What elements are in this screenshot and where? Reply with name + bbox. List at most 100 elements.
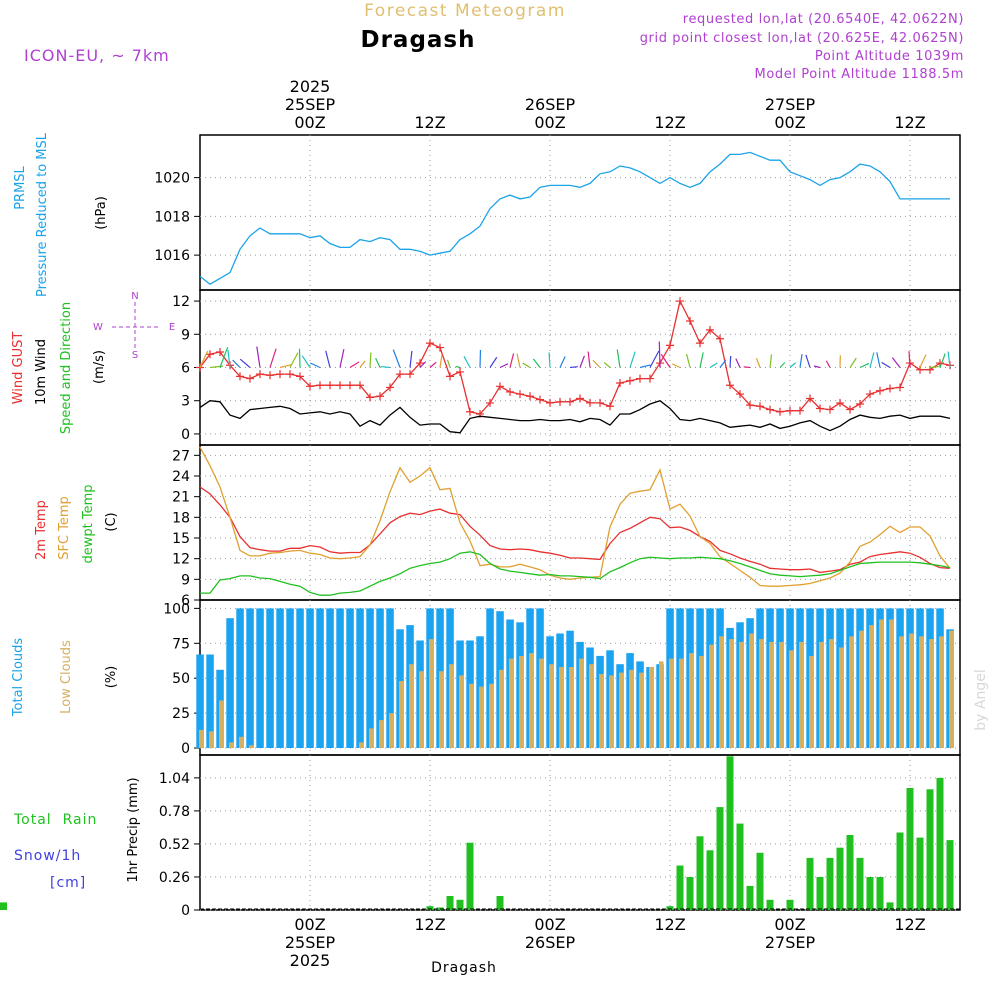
clouds-bar-low-clouds [919,636,924,748]
gust-point [396,370,404,379]
gust-point [556,397,564,406]
temp-label-2m: 2m Temp [34,500,49,560]
gust-point [456,367,464,376]
clouds-bar-total-clouds [336,608,344,748]
wind-arrow [279,364,292,369]
wind-arrow [310,362,321,369]
precip-bar-total-rain [706,850,714,910]
wind-arrow [947,351,951,368]
pressure-ytick-label: 1020 [154,171,190,187]
wind-arrow [639,364,651,369]
wind-arrow [325,350,331,368]
wind-arrow [699,352,704,368]
precip-bar-total-rain [746,885,754,910]
clouds-bar-low-clouds [209,731,214,749]
wind-arrow [516,353,521,368]
gust-point [326,381,334,390]
clouds-bar-total-clouds [196,654,204,749]
gust-point [366,393,374,402]
precip-label-snow: Snow/1h [14,848,81,864]
wind-arrow [908,351,911,368]
wind-arrow [869,352,875,368]
precip-bar-total-rain [926,789,934,910]
clouds-bar-total-clouds [226,618,234,749]
clouds-bar-total-clouds [236,608,244,748]
clouds-bar-low-clouds [249,745,254,748]
clouds-bar-low-clouds [749,633,754,748]
clouds-bar-low-clouds [629,669,634,748]
clouds-bar-low-clouds [809,655,814,749]
wind-arrow [256,346,261,368]
wind-arrow [509,353,515,368]
wind-arrow [199,350,209,368]
clouds-bar-total-clouds [486,608,494,748]
clouds-bar-low-clouds [539,658,544,748]
gust-point [846,405,854,414]
wind-label-direction: Speed and Direction [59,302,74,434]
bottom-date-label: 26SEP [525,933,576,952]
clouds-panel-labels: Total Clouds Low Clouds (%) [11,638,119,718]
clouds-bar-low-clouds [669,658,674,748]
wind-arrow [359,360,366,368]
gust-point [546,398,554,407]
precip-bar-total-rain [686,877,694,910]
wind-arrow [339,348,345,368]
gust-point [506,387,514,396]
bottom-hour-label: 12Z [654,915,685,934]
wind-arrow [876,352,881,368]
clouds-bar-total-clouds [316,608,324,748]
gust-point [486,398,494,407]
wind-arrow [239,358,251,368]
wind-arrow [672,363,681,369]
temp-ytick-label: 27 [172,448,190,464]
temp-unit: (C) [104,512,119,531]
temp-series-dewpt-temp [200,551,951,596]
precip-bar-total-rain [916,837,924,910]
wind-arrow [929,365,939,369]
pressure-ytick-label: 1018 [154,209,190,225]
clouds-bar-low-clouds [469,683,474,748]
clouds-bar-low-clouds [829,639,834,748]
compass-s: S [132,350,138,361]
wind-arrow [219,347,229,368]
clouds-bar-low-clouds [489,683,494,748]
temp-panel: 6 9 12 15 18 21 24 27 [172,444,961,609]
gust-point [586,398,594,407]
wind-panel: 0 3 6 9 12 [172,290,961,446]
wind-arrow [439,354,443,368]
precip-bar-total-rain [0,902,7,910]
clouds-bar-total-clouds [366,608,374,748]
precip-bar-total-rain [886,902,894,910]
precip-bar-total-rain [456,899,464,910]
gust-point [736,390,744,399]
clouds-bar-low-clouds [519,655,524,749]
gust-point [286,370,294,379]
top-hour-label: 12Z [654,113,685,132]
precip-bar-total-rain [866,877,874,910]
clouds-ytick-label: 50 [172,671,190,687]
gust-point [886,384,894,393]
wind-arrow [919,354,927,368]
bottom-year-label: 2025 [290,951,331,970]
gust-point [596,398,604,407]
temp-series-2m-temp [199,486,951,574]
wind-arrow [559,356,566,368]
pressure-label-prmsl: PRMSL [13,165,28,209]
precip-ytick-label: 0.52 [159,837,190,853]
gust-point [756,402,764,411]
precip-bar-total-rain [726,756,734,910]
gust-point [716,334,724,343]
precip-ytick-label: 1.04 [159,771,190,787]
gust-point [296,372,304,381]
clouds-bar-low-clouds [499,669,504,748]
model-altitude: Model Point Altitude 1188.5m [755,67,964,82]
gust-point [856,400,864,409]
precip-bar-total-rain [936,777,944,910]
wind-arrow [232,359,241,368]
precip-ytick-label: 0.78 [159,804,190,820]
precip-bar-total-rain [896,832,904,910]
wind-arrow [859,362,870,369]
precip-bar-total-rain [676,865,684,910]
wind-arrow [532,358,541,368]
clouds-bar-total-clouds [276,608,284,748]
